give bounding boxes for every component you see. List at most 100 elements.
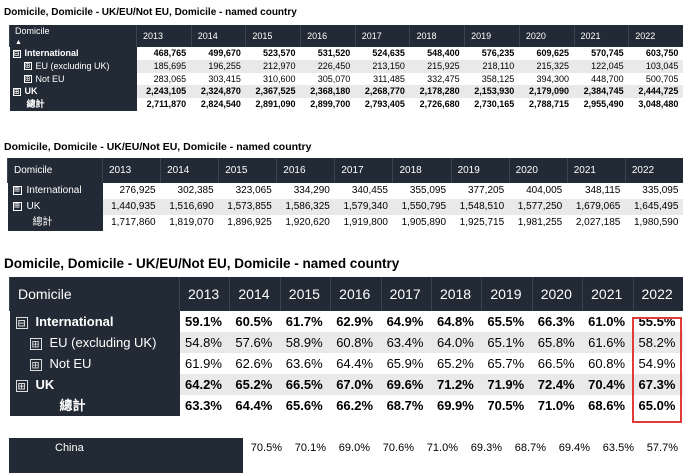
column-header-year[interactable]: 2013: [178, 277, 230, 311]
column-header-year[interactable]: 2020: [508, 158, 568, 183]
value-cell: 1,925,715: [459, 217, 505, 228]
value-cell: 215,925: [409, 59, 465, 73]
column-header-year[interactable]: 2013: [101, 158, 161, 183]
column-header-year[interactable]: 2014: [190, 25, 246, 47]
row-header: ⊞ UK: [9, 85, 137, 99]
table-row[interactable]: ⊞ International 276,925 302,385 323,065 334,2…: [7, 183, 684, 199]
value-cell: 103,045: [628, 59, 684, 73]
expand-icon[interactable]: ⊞: [23, 74, 32, 84]
value-cell: 340,455: [351, 185, 388, 196]
value-cell: 531,520: [317, 48, 351, 58]
expand-icon[interactable]: ⊞: [15, 379, 28, 392]
table-row[interactable]: 總計 63.3% 64.4% 65.6% 66.2% 68.7% 69.9% 70.5% 71.…: [9, 395, 684, 416]
value-cell: 2,243,105: [136, 85, 192, 99]
table-row[interactable]: ⊞ Not EU 61.9% 62.6% 63.6% 64.4% 65.9% 65.2% 65.…: [9, 353, 684, 374]
column-header-year[interactable]: 2021: [582, 277, 634, 311]
table-row[interactable]: ⊞ EU (excluding UK) 54.8% 57.6% 58.9% 60.8% 63…: [9, 332, 684, 353]
row-header: ⊞ UK: [9, 374, 180, 395]
value-cell: 394,300: [536, 73, 569, 84]
column-header-year[interactable]: 2018: [392, 158, 452, 183]
column-header-year[interactable]: 2018: [430, 277, 482, 311]
expand-icon[interactable]: ⊞: [29, 358, 42, 371]
column-header-year[interactable]: 2019: [481, 277, 533, 311]
value-cell: 2,788,715: [528, 99, 569, 110]
collapse-icon[interactable]: ⊟: [15, 316, 28, 329]
column-header-year[interactable]: 2014: [160, 158, 219, 183]
column-header-domicile[interactable]: Domicile: [9, 277, 180, 311]
value-cell: 2,367,525: [245, 85, 301, 99]
expand-icon[interactable]: ⊞: [12, 87, 21, 97]
value-cell: 71.9%: [481, 374, 533, 395]
value-cell: 358,125: [481, 73, 515, 84]
value-cell: 69.9%: [436, 398, 474, 413]
column-header-year[interactable]: 2014: [229, 277, 281, 311]
row-label: 總計: [32, 217, 53, 228]
column-header-year[interactable]: 2021: [573, 25, 629, 47]
value-cell: 2,027,185: [575, 217, 621, 228]
value-cell: 60.8%: [330, 332, 382, 353]
value-cell: 305,070: [317, 73, 351, 84]
column-header-year[interactable]: 2020: [531, 277, 583, 311]
column-header-year[interactable]: 2013: [136, 25, 192, 47]
value-cell: 63.3%: [185, 398, 222, 413]
row-header: 總計: [7, 215, 103, 231]
value-cell: 69.6%: [381, 374, 432, 395]
value-cell: 524,635: [372, 48, 405, 58]
column-header-domicile[interactable]: Domicile: [7, 158, 103, 183]
table-body: ⊞ International 276,925 302,385 323,065 334,2…: [7, 183, 684, 231]
sort-ascending-icon[interactable]: ▲: [15, 39, 22, 46]
column-header-year[interactable]: 2015: [245, 25, 301, 47]
column-header-year[interactable]: 2017: [380, 277, 432, 311]
table-row[interactable]: ⊞ EU (excluding UK) 185,695 196,255 212,970 2…: [9, 59, 684, 73]
table-row[interactable]: 總計 2,711,870 2,824,540 2,891,090 2,899,700 2,…: [9, 98, 684, 111]
expand-icon[interactable]: ⊞: [29, 337, 42, 350]
column-header-year[interactable]: 2016: [330, 277, 382, 311]
row-header: ⊟ International: [9, 311, 180, 332]
value-cell: 276,925: [119, 185, 156, 196]
column-header-year[interactable]: 2019: [464, 25, 520, 47]
value-cell: 68.6%: [588, 398, 626, 413]
value-cell: 323,065: [235, 185, 272, 196]
value-cell: 2,178,280: [409, 85, 465, 99]
column-header-year[interactable]: 2022: [632, 277, 684, 311]
value-cell: 60.5%: [235, 314, 273, 329]
column-header-year[interactable]: 2019: [450, 158, 510, 183]
value-cell: 62.6%: [235, 356, 273, 371]
table-row[interactable]: ⊟ International 468,765 499,670 523,570 531,5…: [9, 47, 684, 60]
column-header-year[interactable]: 2017: [354, 25, 410, 47]
table-row[interactable]: ⊟ International 59.1% 60.5% 61.7% 62.9% 64.9% 6…: [9, 311, 684, 332]
table-row[interactable]: ⊞ UK 1,440,935 1,516,690 1,573,855 1,586,325 1…: [7, 199, 684, 215]
value-cell: 2,179,090: [519, 85, 574, 99]
value-cell: 61.9%: [185, 356, 222, 371]
row-header: ⊟ International: [9, 47, 137, 60]
value-cell: 70.5%: [487, 398, 525, 413]
value-cell: 64.2%: [179, 374, 230, 395]
table-row[interactable]: China 70.5% 70.1% 69.0% 70.6% 71.0% 69.3% 68.7%…: [9, 438, 683, 459]
collapse-icon[interactable]: ⊟: [12, 48, 21, 58]
expand-icon[interactable]: ⊞: [12, 184, 22, 195]
value-cell: 65.9%: [386, 356, 424, 371]
column-header-domicile[interactable]: Domicile ▲: [9, 25, 137, 47]
column-header-year[interactable]: 2021: [566, 158, 626, 183]
table-row[interactable]: 總計 1,717,860 1,819,070 1,896,925 1,920,620 1,…: [7, 215, 684, 231]
table-row[interactable]: ⊞ Not EU 283,065 303,415 310,600 305,070 311,4…: [9, 72, 684, 86]
table-row[interactable]: ⊞ UK 2,243,105 2,324,870 2,367,525 2,368,180 2…: [9, 85, 684, 99]
value-cell: 548,400: [427, 48, 460, 58]
row-header: ⊞ Not EU: [9, 72, 137, 86]
expand-icon[interactable]: ⊞: [23, 61, 32, 71]
column-header-year[interactable]: 2015: [218, 158, 277, 183]
column-header-year[interactable]: 2018: [409, 25, 465, 47]
column-header-year[interactable]: 2020: [518, 25, 574, 47]
column-header-year[interactable]: 2022: [624, 158, 684, 183]
expand-icon[interactable]: ⊞: [12, 200, 22, 211]
column-header-year[interactable]: 2016: [300, 25, 356, 47]
value-cell: 71.0%: [537, 398, 575, 413]
value-cell: 448,700: [591, 73, 624, 84]
value-cell: 523,570: [263, 48, 296, 58]
column-header-year[interactable]: 2022: [628, 25, 684, 47]
column-header-year[interactable]: 2016: [276, 158, 335, 183]
value-cell: 1,981,255: [517, 217, 563, 228]
column-header-year[interactable]: 2017: [334, 158, 393, 183]
table-row[interactable]: ⊞ UK 64.2% 65.2% 66.5% 67.0% 69.6% 71.2% 71.9% 72…: [9, 374, 684, 395]
column-header-year[interactable]: 2015: [279, 277, 331, 311]
